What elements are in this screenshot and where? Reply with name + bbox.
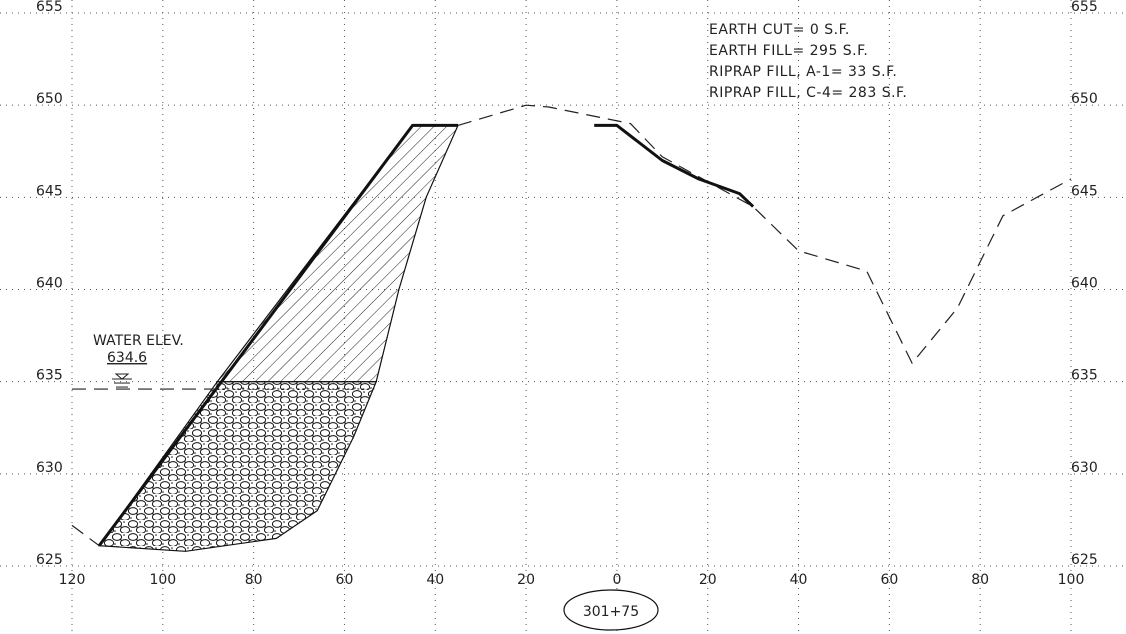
elev-label-right: 640	[1071, 276, 1098, 292]
offset-label: 80	[971, 572, 989, 588]
elev-label-left: 635	[36, 368, 63, 384]
offset-label: 20	[517, 572, 535, 588]
offset-label: 40	[790, 572, 808, 588]
riprap-a1-note: RIPRAP FILL, A-1= 33 S.F.	[709, 64, 897, 80]
water-elev-value: 634.6	[107, 350, 147, 366]
offset-label: 60	[880, 572, 898, 588]
quantities-note: EARTH CUT= 0 S.F. EARTH FILL= 295 S.F. R…	[709, 22, 907, 101]
existing-ground-line	[457, 104, 1072, 365]
station-ellipse	[563, 589, 659, 631]
elev-label-right: 635	[1071, 368, 1098, 384]
water-elevation-marker: WATER ELEV. 634.6	[72, 333, 218, 390]
offset-label: 0	[612, 572, 621, 588]
water-elev-label: WATER ELEV.	[93, 333, 184, 349]
proposed-top-right-line	[594, 123, 755, 208]
elev-label-right: 650	[1071, 91, 1098, 107]
riprap-c4-note: RIPRAP FILL, C-4= 283 S.F.	[709, 85, 907, 101]
earth-cut-note: EARTH CUT= 0 S.F.	[709, 22, 850, 38]
elevation-labels-left: 655 650 645 640 635 630 625	[36, 0, 63, 568]
offset-label: 20	[699, 572, 717, 588]
elev-label-left: 645	[36, 183, 63, 199]
offset-label: 80	[245, 572, 263, 588]
elev-label-left: 630	[36, 460, 63, 476]
earth-fill-note: EARTH FILL= 295 S.F.	[709, 43, 868, 59]
offset-label: 40	[426, 572, 444, 588]
offset-label: 100	[1058, 572, 1085, 588]
water-level-symbol	[112, 373, 132, 388]
elev-label-left: 650	[36, 91, 63, 107]
elev-label-right: 630	[1071, 460, 1098, 476]
offset-label: 60	[336, 572, 354, 588]
earth-fill-area	[216, 124, 459, 383]
elev-label-left: 640	[36, 276, 63, 292]
offset-label: 100	[149, 572, 176, 588]
elev-label-right: 625	[1071, 552, 1098, 568]
existing-ground-left	[71, 524, 100, 547]
offset-label: 120	[59, 572, 86, 588]
station-label: 301+75	[563, 589, 659, 631]
water-triangle	[114, 373, 130, 380]
station-text: 301+75	[583, 604, 639, 620]
offset-labels: 120 100 80 60 40 20 0 20 40 60 80 100	[59, 572, 1085, 588]
proposed-slope-line	[97, 123, 458, 547]
elev-label-left: 655	[36, 0, 63, 15]
elev-label-right: 645	[1071, 183, 1098, 199]
riprap-fill-area	[98, 381, 378, 552]
elev-label-left: 625	[36, 552, 63, 568]
elevation-labels-right: 655 650 645 640 635 630 625	[1071, 0, 1098, 568]
elev-label-right: 655	[1071, 0, 1098, 15]
